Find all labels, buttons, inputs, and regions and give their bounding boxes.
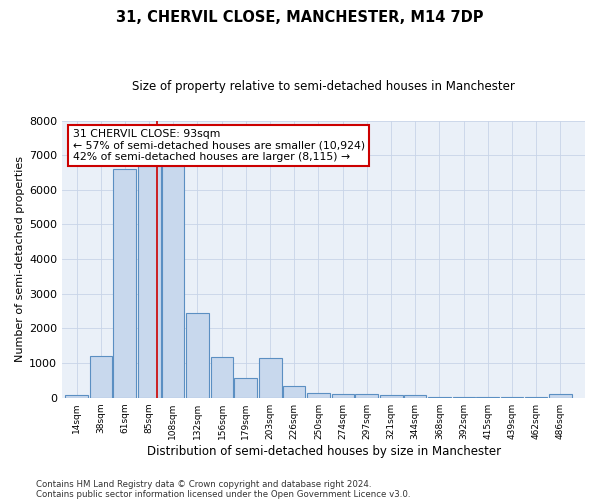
Bar	[161, 166, 184, 398]
Bar	[186, 313, 209, 398]
Bar	[549, 394, 572, 398]
Bar	[113, 169, 136, 398]
Bar	[283, 386, 305, 398]
Bar	[453, 397, 475, 398]
Bar	[65, 395, 88, 398]
Text: 31, CHERVIL CLOSE, MANCHESTER, M14 7DP: 31, CHERVIL CLOSE, MANCHESTER, M14 7DP	[116, 10, 484, 25]
Bar	[138, 166, 161, 398]
Bar	[380, 396, 403, 398]
X-axis label: Distribution of semi-detached houses by size in Manchester: Distribution of semi-detached houses by …	[146, 444, 500, 458]
Text: 31 CHERVIL CLOSE: 93sqm
← 57% of semi-detached houses are smaller (10,924)
42% o: 31 CHERVIL CLOSE: 93sqm ← 57% of semi-de…	[73, 129, 365, 162]
Title: Size of property relative to semi-detached houses in Manchester: Size of property relative to semi-detach…	[132, 80, 515, 93]
Bar	[90, 356, 112, 398]
Bar	[332, 394, 355, 398]
Bar	[355, 394, 378, 398]
Y-axis label: Number of semi-detached properties: Number of semi-detached properties	[15, 156, 25, 362]
Bar	[235, 378, 257, 398]
Bar	[476, 397, 499, 398]
Bar	[428, 396, 451, 398]
Bar	[211, 357, 233, 398]
Text: Contains public sector information licensed under the Open Government Licence v3: Contains public sector information licen…	[36, 490, 410, 499]
Bar	[307, 392, 330, 398]
Bar	[259, 358, 281, 398]
Text: Contains HM Land Registry data © Crown copyright and database right 2024.: Contains HM Land Registry data © Crown c…	[36, 480, 371, 489]
Bar	[404, 396, 426, 398]
